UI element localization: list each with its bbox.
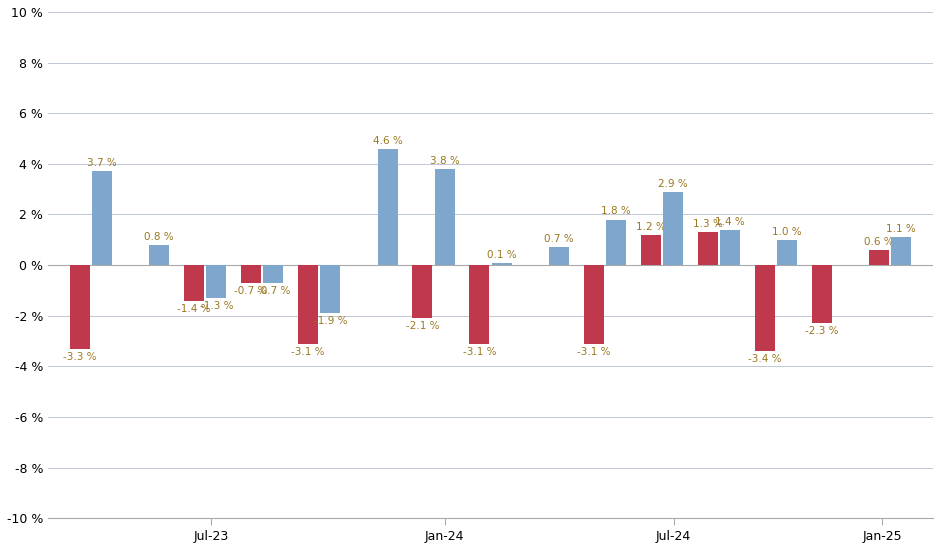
Bar <box>298 265 319 344</box>
Text: -2.1 %: -2.1 % <box>406 321 439 331</box>
Text: 1.4 %: 1.4 % <box>715 217 745 227</box>
Bar <box>242 265 261 283</box>
Text: 4.6 %: 4.6 % <box>372 136 402 146</box>
Text: 0.8 %: 0.8 % <box>145 232 174 242</box>
Text: -3.3 %: -3.3 % <box>63 351 97 362</box>
Text: 1.3 %: 1.3 % <box>693 219 723 229</box>
Text: -0.7 %: -0.7 % <box>257 286 290 296</box>
Text: -1.3 %: -1.3 % <box>199 301 233 311</box>
Text: 0.6 %: 0.6 % <box>864 237 894 247</box>
Bar <box>263 265 283 283</box>
Bar <box>70 265 90 349</box>
Bar <box>891 237 912 265</box>
Text: -0.7 %: -0.7 % <box>234 286 268 296</box>
Bar <box>321 265 340 313</box>
Bar <box>492 262 511 265</box>
Text: 0.7 %: 0.7 % <box>544 234 573 244</box>
Bar <box>663 192 683 265</box>
Text: 1.1 %: 1.1 % <box>886 224 916 234</box>
Bar <box>434 169 455 265</box>
Bar <box>184 265 204 300</box>
Text: -3.1 %: -3.1 % <box>577 346 610 356</box>
Bar <box>92 172 112 265</box>
Text: 1.0 %: 1.0 % <box>773 227 802 236</box>
Text: 3.8 %: 3.8 % <box>430 156 460 166</box>
Text: -3.1 %: -3.1 % <box>291 346 325 356</box>
Bar <box>755 265 775 351</box>
Bar <box>469 265 490 344</box>
Text: -3.1 %: -3.1 % <box>462 346 496 356</box>
Bar <box>206 265 227 298</box>
Text: 1.2 %: 1.2 % <box>635 222 666 232</box>
Text: -3.4 %: -3.4 % <box>748 354 782 364</box>
Bar <box>549 248 569 265</box>
Bar <box>641 235 661 265</box>
Text: 1.8 %: 1.8 % <box>601 206 631 217</box>
Text: -2.3 %: -2.3 % <box>806 326 838 337</box>
Bar <box>584 265 603 344</box>
Text: 0.1 %: 0.1 % <box>487 250 517 260</box>
Bar <box>413 265 432 318</box>
Text: 2.9 %: 2.9 % <box>658 179 688 189</box>
Bar <box>149 245 169 265</box>
Bar <box>777 240 797 265</box>
Bar <box>812 265 832 323</box>
Text: -1.4 %: -1.4 % <box>178 304 211 313</box>
Bar <box>697 232 718 265</box>
Text: -1.9 %: -1.9 % <box>314 316 347 326</box>
Text: 3.7 %: 3.7 % <box>87 158 117 168</box>
Bar <box>378 148 398 265</box>
Bar <box>606 219 626 265</box>
Bar <box>720 230 740 265</box>
Bar <box>870 250 889 265</box>
